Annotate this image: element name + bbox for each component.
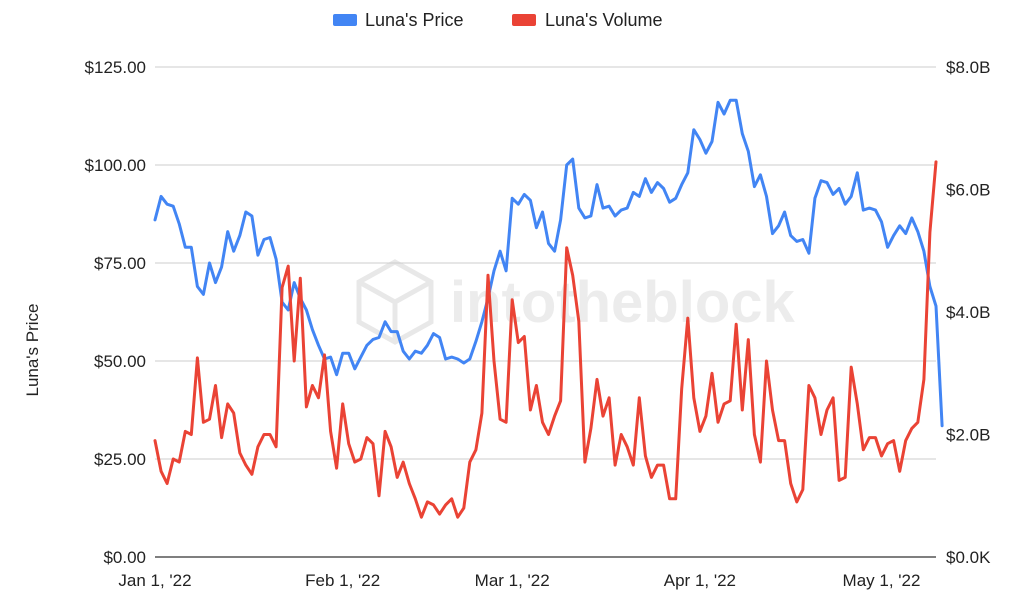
left-tick-label: $100.00 [85, 156, 146, 175]
x-tick-label: Apr 1, '22 [664, 571, 736, 590]
watermark-text: intotheblock [450, 270, 796, 335]
watermark-logo-icon [356, 259, 434, 345]
left-tick-label: $25.00 [94, 450, 146, 469]
left-axis-ticks: $0.00 $25.00 $50.00 $75.00 $100.00 $125.00 [85, 58, 146, 567]
left-tick-label: $50.00 [94, 352, 146, 371]
gridlines [155, 66, 936, 558]
right-tick-label: $2.0B [946, 426, 990, 445]
left-tick-label: $75.00 [94, 254, 146, 273]
legend-label: Luna's Price [365, 10, 464, 30]
x-tick-label: Mar 1, '22 [475, 571, 550, 590]
right-tick-label: $4.0B [946, 303, 990, 322]
legend-swatch [512, 14, 536, 26]
x-axis-ticks: Jan 1, '22 Feb 1, '22 Mar 1, '22 Apr 1, '22… [118, 571, 920, 590]
left-tick-label: $125.00 [85, 58, 146, 77]
legend-item-price: Luna's Price [333, 10, 464, 30]
left-tick-label: $0.00 [103, 548, 146, 567]
legend-item-volume: Luna's Volume [512, 10, 663, 30]
price-series-line [153, 98, 944, 428]
right-tick-label: $0.0K [946, 548, 991, 567]
legend: Luna's Price Luna's Volume [333, 10, 663, 30]
x-tick-label: May 1, '22 [843, 571, 921, 590]
right-tick-label: $6.0B [946, 181, 990, 200]
left-axis-label: Luna's Price [23, 303, 42, 396]
series-layer [153, 98, 944, 519]
x-tick-label: Feb 1, '22 [305, 571, 380, 590]
x-tick-label: Jan 1, '22 [118, 571, 191, 590]
right-axis-ticks: $0.0K $2.0B $4.0B $6.0B $8.0B [946, 58, 991, 567]
volume-series-line [153, 160, 938, 519]
legend-swatch [333, 14, 357, 26]
right-tick-label: $8.0B [946, 58, 990, 77]
watermark: intotheblock [356, 259, 796, 345]
legend-label: Luna's Volume [545, 10, 663, 30]
